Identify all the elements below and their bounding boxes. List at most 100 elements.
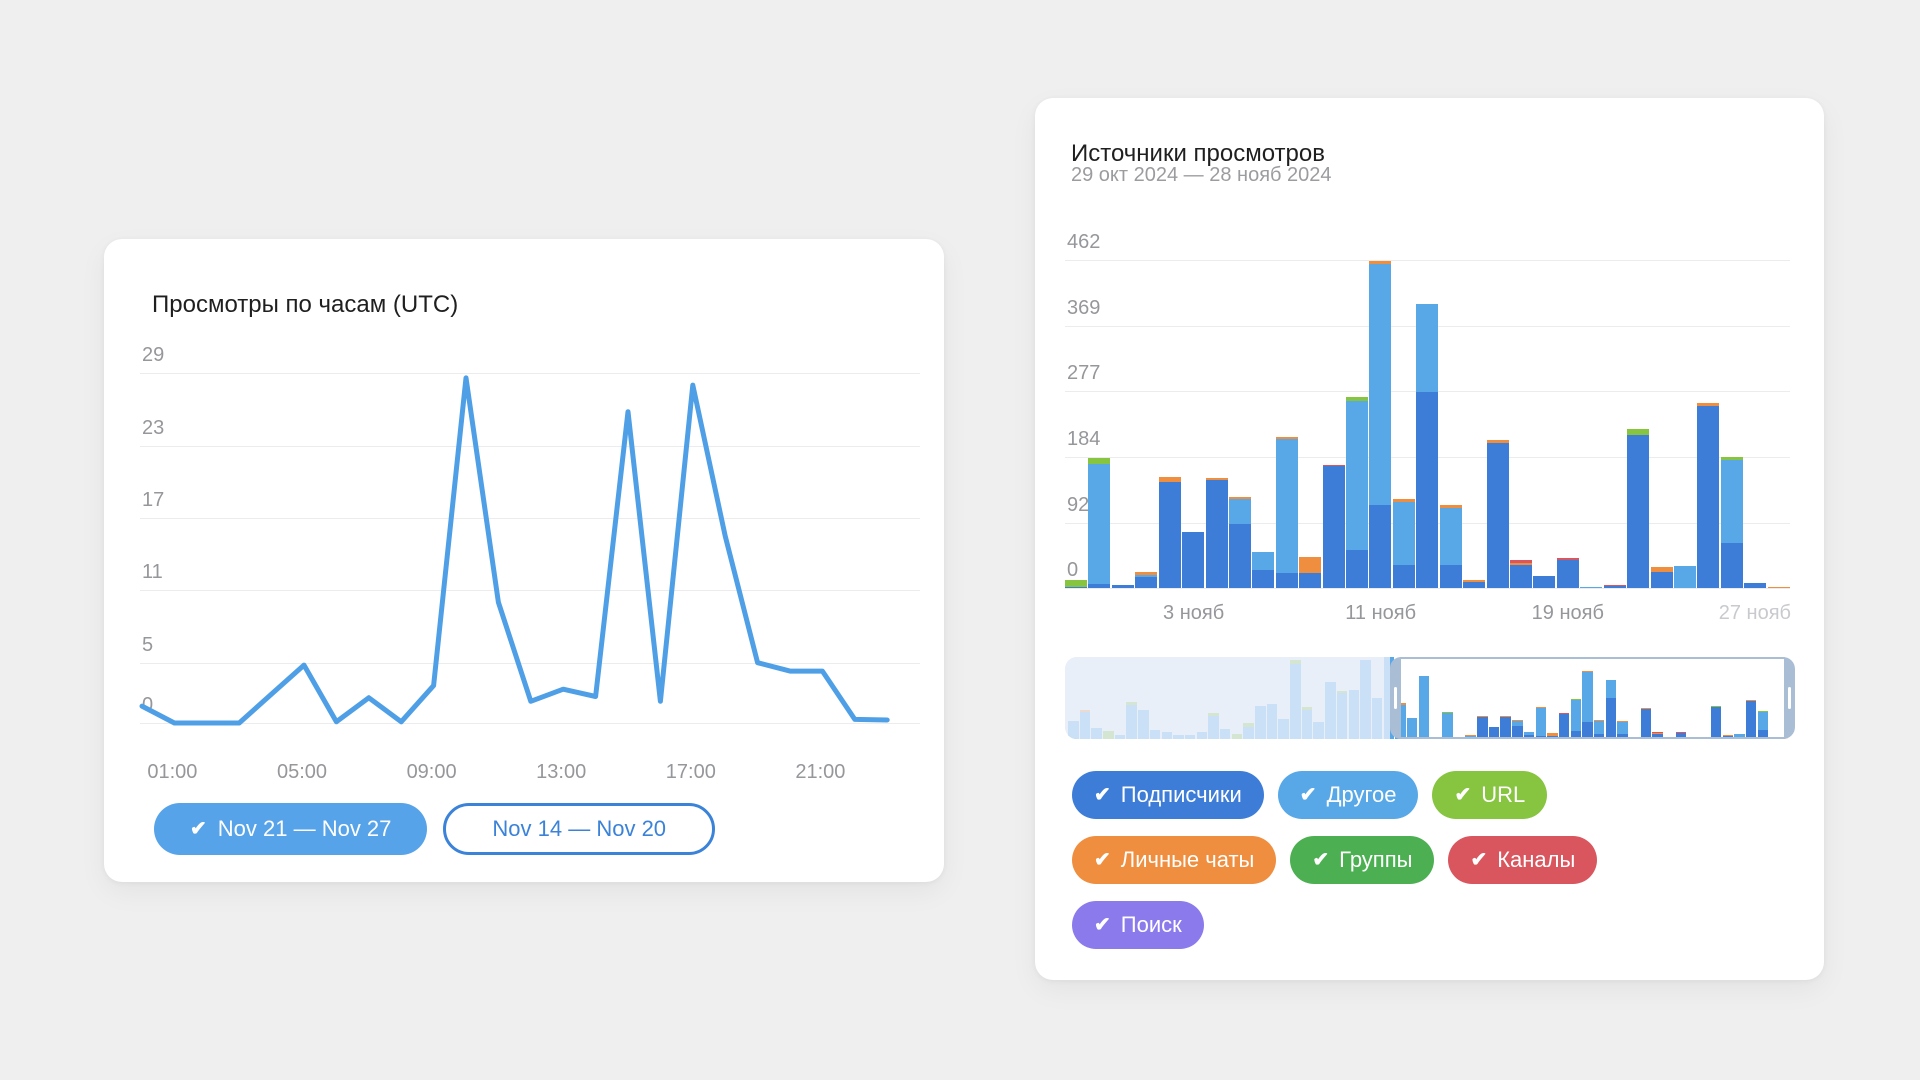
legend-chip-other[interactable]: ✔ Другое [1277, 771, 1419, 819]
range-button-previous-week[interactable]: Nov 14 — Nov 20 [443, 803, 716, 855]
stacked-bar[interactable] [1570, 699, 1582, 739]
stacked-bar[interactable] [1439, 505, 1462, 588]
stacked-bar[interactable] [1512, 719, 1523, 739]
stacked-bar[interactable] [1500, 715, 1511, 739]
bar-segment-subscribers [1757, 729, 1769, 739]
bar-segment-subscribers [1135, 577, 1158, 588]
stacked-bar[interactable] [1322, 464, 1345, 588]
y-axis-tick: 11 [142, 561, 163, 584]
stacked-bar[interactable] [1346, 397, 1369, 588]
stacked-bar[interactable] [1406, 717, 1418, 739]
checkmark-icon: ✔ [1094, 849, 1111, 871]
stacked-bar[interactable] [1558, 712, 1570, 739]
stacked-bar[interactable] [1065, 580, 1087, 588]
bar-segment-subscribers [1111, 585, 1134, 588]
stacked-bar[interactable] [1111, 585, 1134, 588]
stacked-bar[interactable] [1275, 436, 1298, 588]
stacked-bar[interactable] [1510, 560, 1533, 588]
stacked-bar[interactable] [1673, 566, 1696, 588]
x-axis-tick: 13:00 [536, 761, 587, 783]
legend-chip-groups[interactable]: ✔ Группы [1290, 836, 1435, 884]
views-line [139, 375, 890, 726]
stacked-bar[interactable] [1416, 304, 1439, 588]
legend-chip-url[interactable]: ✔ URL [1432, 771, 1548, 819]
bar-segment-subscribers [1697, 405, 1720, 588]
hourly-views-plot[interactable]: 0 5 11 17 23 29 01:00 05:00 09:00 13:00 17:00 21:00 [139, 345, 920, 783]
gridline [1065, 588, 1790, 589]
view-sources-plot[interactable]: 0 92 184 277 369 462 3 нояб 11 нояб 19 нояб 27 но… [1065, 232, 1791, 624]
x-axis-tick: 01:00 [147, 761, 198, 783]
bar-segment-subscribers [1346, 549, 1369, 588]
y-axis-tick: 369 [1067, 297, 1101, 319]
stacked-bar[interactable] [1650, 566, 1673, 588]
stacked-bar[interactable] [1299, 556, 1322, 588]
stacked-bar[interactable] [1744, 583, 1767, 588]
stacked-bar[interactable] [1593, 720, 1605, 739]
stacked-bar[interactable] [1463, 579, 1486, 588]
stacked-bar[interactable] [1617, 721, 1628, 739]
legend-chip-subscribers[interactable]: ✔ Подписчики [1072, 771, 1264, 819]
stacked-bar[interactable] [1605, 680, 1617, 739]
stacked-bar[interactable] [1488, 727, 1500, 739]
bar-segment-subscribers [1652, 734, 1663, 739]
stacked-bar[interactable] [1158, 476, 1181, 588]
stacked-bar[interactable] [1767, 586, 1790, 588]
bar-segment-subscribers [1439, 564, 1462, 588]
bar-segment-url [1442, 712, 1453, 714]
bar-segment-private [1477, 715, 1488, 718]
stacked-bar[interactable] [1477, 715, 1488, 739]
stacked-bar[interactable] [1418, 675, 1430, 739]
stacked-bar[interactable] [1734, 734, 1745, 739]
bar-segment-url [1346, 397, 1369, 401]
stacked-bar[interactable] [1486, 440, 1509, 588]
legend-chip-search[interactable]: ✔ Поиск [1072, 901, 1204, 949]
stacked-bar[interactable] [1135, 571, 1158, 588]
stacked-bar[interactable] [1640, 708, 1652, 739]
stacked-bar[interactable] [1533, 575, 1556, 588]
stacked-bar[interactable] [1710, 706, 1722, 739]
timeline-minimap[interactable] [1065, 657, 1795, 739]
stacked-bar[interactable] [1580, 587, 1603, 588]
stacked-bar[interactable] [1603, 584, 1626, 588]
stacked-bar[interactable] [1252, 551, 1275, 588]
stacked-bar[interactable] [1627, 428, 1650, 588]
bar-segment-url [1627, 428, 1650, 435]
stacked-bar[interactable] [1182, 531, 1205, 588]
legend-chip-label: Подписчики [1120, 782, 1242, 807]
checkmark-icon: ✔ [1312, 849, 1330, 871]
y-axis-tick: 29 [142, 344, 165, 367]
bar-segment-other [1442, 713, 1453, 738]
bar-segment-private [1392, 499, 1415, 503]
bar-segment-channels [1510, 560, 1533, 563]
stacked-bar[interactable] [1228, 496, 1251, 588]
selection-left-handle[interactable] [1389, 657, 1401, 739]
stacked-bar[interactable] [1392, 499, 1415, 588]
bar-segment-other [1346, 400, 1369, 550]
bar-segment-subscribers [1533, 575, 1556, 588]
stacked-bar[interactable] [1745, 700, 1757, 739]
range-button-current-week[interactable]: ✔ Nov 21 — Nov 27 [154, 803, 428, 855]
stacked-bar[interactable] [1582, 670, 1593, 739]
legend-chip-channels[interactable]: ✔ Каналы [1448, 836, 1598, 884]
legend-chip-private[interactable]: ✔ Личные чаты [1072, 836, 1277, 884]
stacked-bar[interactable] [1652, 732, 1663, 739]
bars-container [1065, 260, 1790, 588]
stacked-bar[interactable] [1556, 558, 1579, 588]
stacked-bar[interactable] [1205, 478, 1228, 588]
gridline [140, 723, 920, 724]
stacked-bar[interactable] [1088, 458, 1111, 588]
bar-segment-other [1135, 574, 1158, 578]
stacked-bar[interactable] [1697, 403, 1720, 588]
bar-segment-other [1416, 304, 1439, 393]
view-sources-card: Источники просмотров 29 окт 2024 — 28 но… [1035, 98, 1824, 980]
stacked-bar[interactable] [1369, 260, 1392, 588]
y-axis-tick: 17 [142, 488, 165, 511]
minimap-selection-window[interactable] [1389, 657, 1795, 739]
bar-segment-private [1510, 562, 1533, 565]
stacked-bar[interactable] [1675, 732, 1687, 739]
legend-chip-label: URL [1481, 782, 1526, 807]
bar-segment-subscribers [1512, 725, 1523, 739]
selection-right-handle[interactable] [1784, 657, 1795, 739]
stacked-bar[interactable] [1720, 457, 1743, 588]
stacked-bar[interactable] [1757, 711, 1769, 739]
